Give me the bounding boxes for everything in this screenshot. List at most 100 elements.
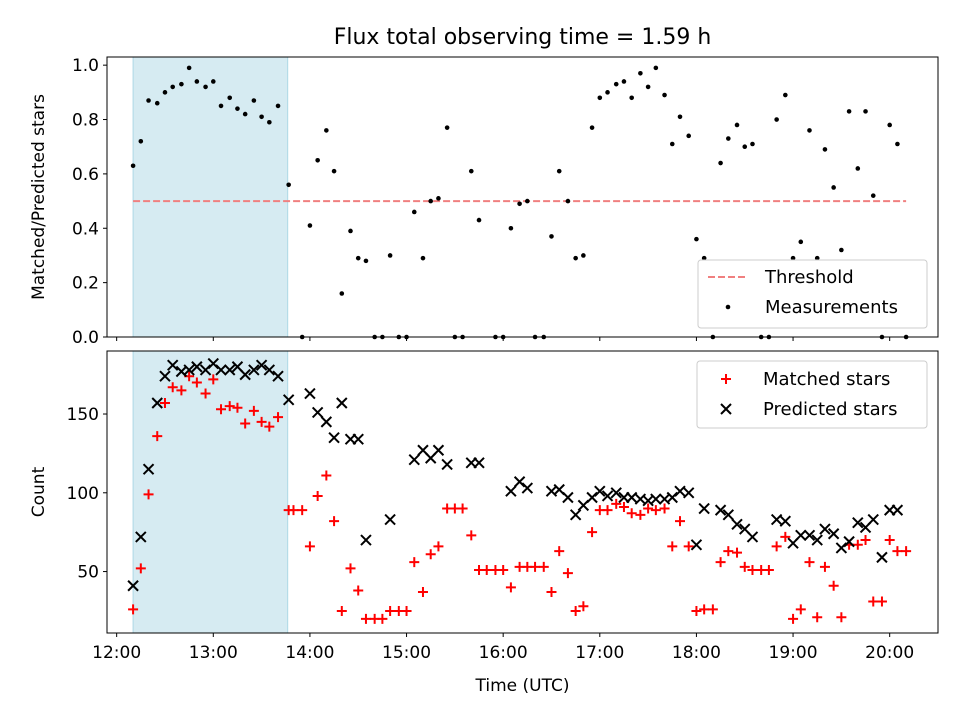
matched-star-point xyxy=(739,561,750,572)
matched-star-point xyxy=(852,539,863,550)
predicted-star-point xyxy=(562,491,574,504)
y-tick-label: 0.4 xyxy=(72,219,99,239)
measurement-point xyxy=(798,239,804,245)
matched-star-point xyxy=(602,505,613,516)
predicted-star-point xyxy=(248,364,260,376)
measurement-point xyxy=(621,79,627,84)
matched-star-point xyxy=(771,541,782,552)
predicted-star-point xyxy=(827,528,840,540)
measurement-point xyxy=(887,122,892,128)
legend-predicted-label: Predicted stars xyxy=(763,399,897,420)
predicted-star-point xyxy=(746,531,759,543)
measurement-point xyxy=(259,114,264,120)
matched-star-point xyxy=(433,541,444,552)
top-y-axis-label: Matched/Predicted stars xyxy=(29,94,49,300)
measurement-point xyxy=(613,81,619,87)
bottom-x-axis: 12:00 13:00 14:00 15:00 16:00 17:00 18:00 19:00… xyxy=(92,633,914,663)
predicted-star-point xyxy=(352,433,364,445)
matched-star-point xyxy=(232,402,243,413)
measurement-point xyxy=(428,198,434,204)
matched-star-point xyxy=(723,546,734,557)
predicted-star-point xyxy=(819,523,831,535)
measurement-point xyxy=(839,247,844,253)
predicted-stars-series xyxy=(127,357,904,592)
matched-star-point xyxy=(143,489,154,500)
predicted-star-point xyxy=(304,387,316,400)
legend-matched-label: Matched stars xyxy=(763,369,890,390)
measurement-point xyxy=(549,234,554,239)
measurement-point xyxy=(444,125,450,130)
measurement-point xyxy=(411,209,417,215)
measurement-point xyxy=(387,253,393,258)
predicted-star-point xyxy=(127,580,139,592)
matched-star-point xyxy=(611,498,622,509)
measurement-point xyxy=(203,84,208,90)
matched-star-point xyxy=(240,418,251,429)
measurement-point xyxy=(653,65,659,71)
predicted-star-point xyxy=(513,476,526,488)
measurement-point xyxy=(331,168,337,174)
matched-star-point xyxy=(191,377,202,388)
predicted-star-point xyxy=(239,368,251,381)
measurement-point xyxy=(267,119,272,125)
predicted-star-point xyxy=(191,361,203,373)
measurement-point xyxy=(831,185,836,190)
predicted-star-point xyxy=(714,504,727,516)
legend-threshold-label: Threshold xyxy=(764,267,854,288)
predicted-star-point xyxy=(594,485,606,497)
matched-star-point xyxy=(675,516,686,527)
measurement-point xyxy=(662,92,667,98)
measurement-point xyxy=(420,255,426,261)
predicted-star-point xyxy=(586,491,598,504)
predicted-star-point xyxy=(505,485,517,497)
matched-star-point xyxy=(385,605,396,616)
measurement-point xyxy=(525,198,530,204)
x-tick-label: 20:00 xyxy=(865,643,914,663)
matched-star-point xyxy=(353,585,364,596)
matched-star-point xyxy=(256,416,267,427)
matched-star-point xyxy=(747,564,758,575)
x-tick-label: 12:00 xyxy=(92,643,141,663)
measurement-point xyxy=(436,196,441,201)
matched-star-point xyxy=(650,505,661,516)
y-tick-label: 50 xyxy=(77,563,99,583)
matched-star-point xyxy=(901,546,912,557)
measurement-point xyxy=(324,128,329,133)
measurement-point xyxy=(694,236,699,242)
measurement-point xyxy=(726,136,731,141)
measurement-point xyxy=(286,182,291,188)
top-panel: 0.0 0.2 0.4 0.6 0.8 1.0 Flux total observing … xyxy=(29,25,939,348)
top-legend: Threshold Measurements xyxy=(697,259,928,329)
x-tick-label: 16:00 xyxy=(479,643,528,663)
predicted-star-point xyxy=(811,534,823,546)
bottom-plot-area xyxy=(127,350,912,634)
measurement-point xyxy=(677,114,683,120)
matched-stars-series xyxy=(128,371,912,624)
predicted-star-point xyxy=(610,487,622,499)
matched-star-point xyxy=(425,549,436,560)
measurement-point xyxy=(645,84,651,90)
predicted-star-point xyxy=(336,397,348,409)
measurement-point xyxy=(846,109,852,114)
matched-star-point xyxy=(860,535,871,546)
matched-star-point xyxy=(159,397,170,408)
y-tick-label: 0.0 xyxy=(72,328,99,348)
measurement-point xyxy=(468,168,474,174)
measurement-point xyxy=(170,84,176,90)
measurement-point xyxy=(822,147,828,152)
matched-star-point xyxy=(562,568,573,579)
x-tick-label: 13:00 xyxy=(189,643,238,663)
predicted-star-point xyxy=(159,370,171,382)
predicted-star-point xyxy=(698,502,710,515)
top-axes-frame xyxy=(106,56,939,338)
predicted-star-point xyxy=(650,493,662,505)
predicted-star-point xyxy=(311,406,324,419)
predicted-star-point xyxy=(224,364,236,376)
matched-star-point xyxy=(457,503,468,514)
measurement-point xyxy=(210,79,216,84)
measurement-point xyxy=(242,111,248,117)
matched-star-point xyxy=(200,388,211,399)
predicted-star-point xyxy=(272,370,284,382)
